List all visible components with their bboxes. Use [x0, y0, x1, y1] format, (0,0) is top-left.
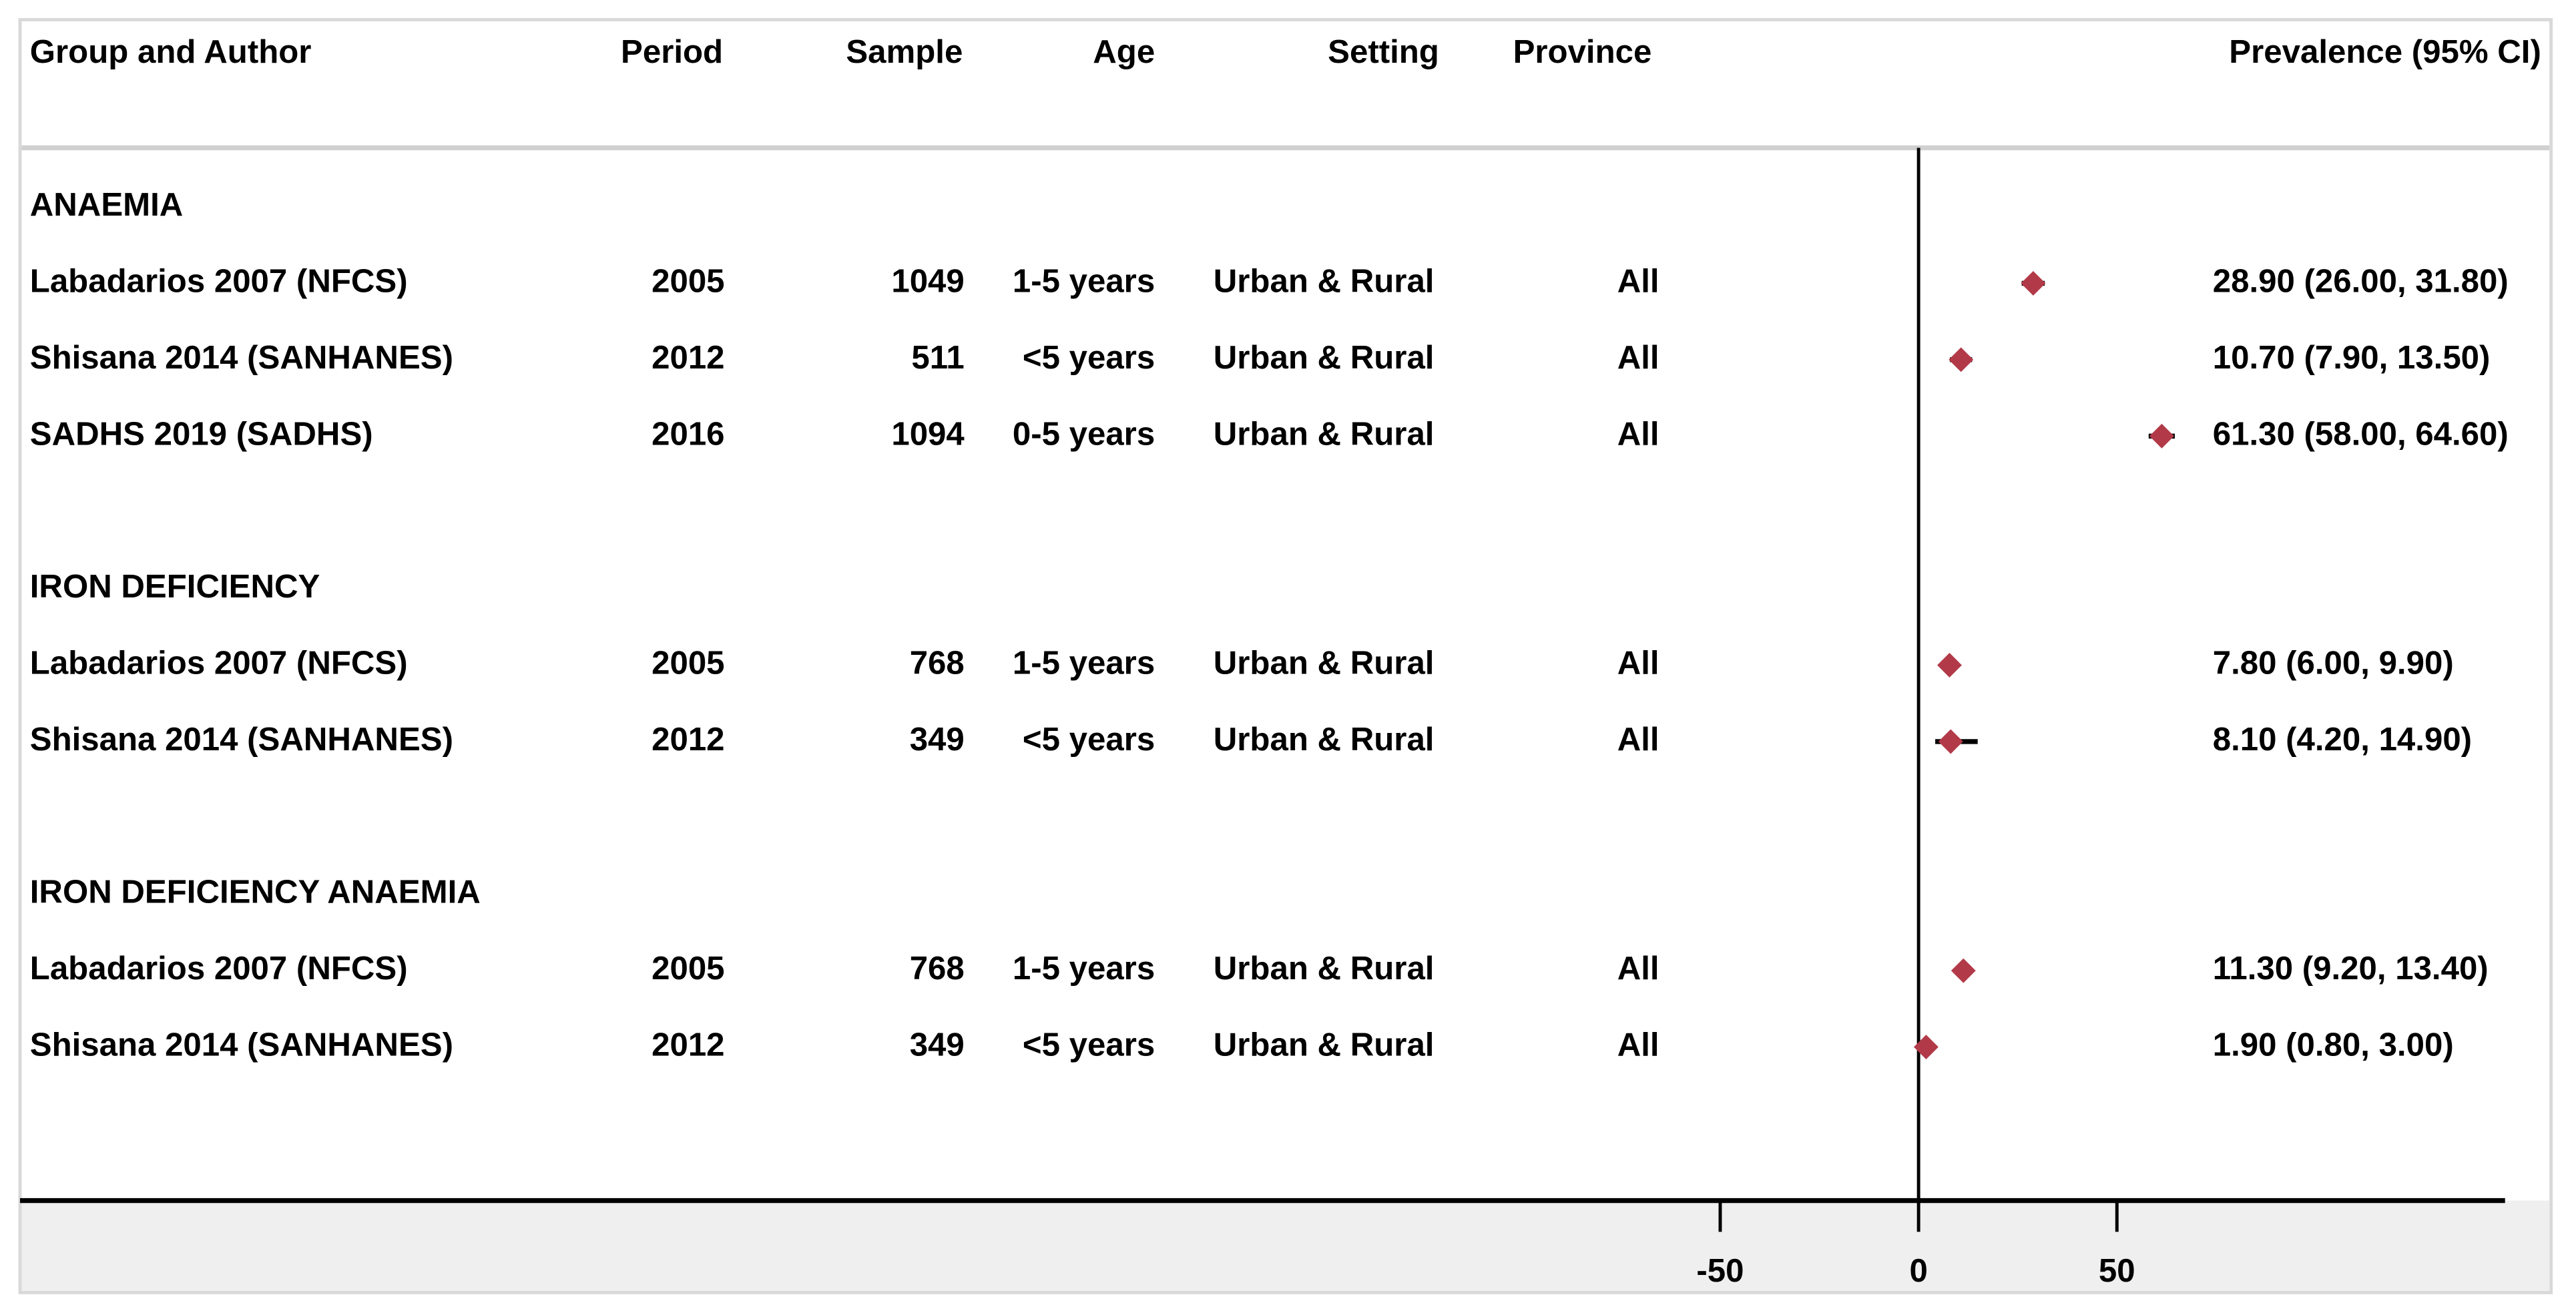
cell-sample: 349 [910, 1027, 965, 1063]
cell-province: All [1617, 415, 1659, 452]
value-label: 11.30 (9.20, 13.40) [2213, 950, 2489, 987]
cell-setting: Urban & Rural [1214, 415, 1435, 452]
cell-age: <5 years [1023, 1027, 1155, 1063]
estimate-marker [1937, 653, 1962, 678]
cell-period: 2005 [652, 950, 724, 987]
estimate-marker [1951, 958, 1976, 983]
value-label: 7.80 (6.00, 9.90) [2213, 644, 2454, 681]
axis-band [21, 1200, 2550, 1291]
cell-author: SADHS 2019 (SADHS) [30, 415, 373, 452]
cell-period: 2016 [652, 415, 724, 452]
cell-period: 2005 [652, 262, 724, 299]
cell-sample: 768 [910, 644, 965, 681]
estimate-marker [1938, 729, 1963, 754]
cell-age: 1-5 years [1013, 644, 1155, 681]
x-tick-label: 50 [2099, 1252, 2135, 1289]
cell-age: <5 years [1023, 339, 1155, 376]
column-header: Age [1093, 33, 1155, 70]
cell-author: Labadarios 2007 (NFCS) [30, 950, 408, 987]
cell-sample: 1049 [891, 262, 964, 299]
cell-age: 1-5 years [1013, 262, 1155, 299]
cell-author: Shisana 2014 (SANHANES) [30, 339, 453, 376]
estimate-marker [1949, 347, 1974, 372]
cell-setting: Urban & Rural [1214, 339, 1435, 376]
cell-age: 0-5 years [1013, 415, 1155, 452]
cell-period: 2005 [652, 644, 724, 681]
cell-period: 2012 [652, 721, 724, 758]
cell-setting: Urban & Rural [1214, 1027, 1435, 1063]
cell-province: All [1617, 339, 1659, 376]
column-header: Group and Author [30, 33, 312, 70]
cell-province: All [1617, 950, 1659, 987]
cell-sample: 349 [910, 721, 965, 758]
value-label: 10.70 (7.90, 13.50) [2213, 339, 2491, 376]
estimate-marker [1913, 1035, 1939, 1060]
value-label: 28.90 (26.00, 31.80) [2213, 262, 2509, 299]
x-tick-label: 0 [1909, 1252, 1927, 1289]
column-header: Sample [846, 33, 963, 70]
group-label: ANAEMIA [30, 186, 184, 223]
column-header: Period [621, 33, 723, 70]
cell-setting: Urban & Rural [1214, 262, 1435, 299]
cell-author: Labadarios 2007 (NFCS) [30, 644, 408, 681]
cell-setting: Urban & Rural [1214, 644, 1435, 681]
value-label: 8.10 (4.20, 14.90) [2213, 721, 2472, 758]
value-label: 1.90 (0.80, 3.00) [2213, 1027, 2454, 1063]
cell-province: All [1617, 644, 1659, 681]
cell-age: 1-5 years [1013, 950, 1155, 987]
cell-sample: 1094 [891, 415, 965, 452]
column-header: Province [1513, 33, 1652, 70]
cell-province: All [1617, 262, 1659, 299]
cell-setting: Urban & Rural [1214, 950, 1435, 987]
value-label: 61.30 (58.00, 64.60) [2213, 415, 2509, 452]
group-label: IRON DEFICIENCY ANAEMIA [30, 874, 481, 910]
cell-setting: Urban & Rural [1214, 721, 1435, 758]
column-header: Setting [1328, 33, 1439, 70]
cell-sample: 511 [911, 339, 964, 376]
cell-period: 2012 [652, 339, 724, 376]
cell-period: 2012 [652, 1027, 724, 1063]
frame [18, 18, 2553, 1294]
group-label: IRON DEFICIENCY [30, 568, 320, 605]
cell-author: Labadarios 2007 (NFCS) [30, 262, 408, 299]
cell-sample: 768 [910, 950, 965, 987]
x-tick-label: -50 [1696, 1252, 1744, 1289]
cell-author: Shisana 2014 (SANHANES) [30, 721, 453, 758]
value-header: Prevalence (95% CI) [2229, 33, 2541, 70]
estimate-marker [2149, 423, 2174, 449]
cell-province: All [1617, 1027, 1659, 1063]
cell-province: All [1617, 721, 1659, 758]
cell-author: Shisana 2014 (SANHANES) [30, 1027, 453, 1063]
cell-age: <5 years [1023, 721, 1155, 758]
